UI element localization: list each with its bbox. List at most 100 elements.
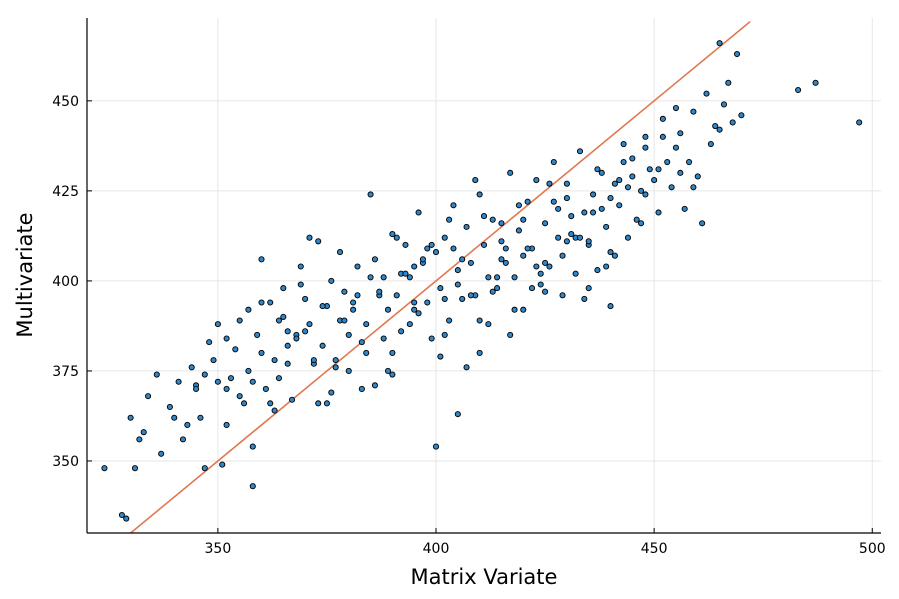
data-point [206,339,213,346]
data-point [603,223,610,230]
data-point [716,40,723,47]
data-point [432,249,440,256]
data-point [502,245,509,252]
points-layer [101,40,863,522]
x-tick-label: 400 [423,541,450,557]
data-point [563,238,570,245]
data-point [655,209,662,216]
data-point [638,220,645,227]
data-point [611,180,618,187]
data-point [446,216,453,223]
data-point [232,346,239,353]
data-point [411,306,418,313]
data-point [620,140,627,148]
data-point [528,285,536,292]
data-point [428,335,435,342]
data-point [280,313,287,320]
data-point [572,270,579,277]
data-point [393,234,400,241]
data-point [520,216,527,223]
grid [87,18,881,533]
data-point [524,245,531,252]
data-point [284,342,291,349]
data-point [406,274,413,281]
data-point [546,180,553,187]
data-point [384,306,392,313]
data-point [563,180,570,187]
data-point [288,396,296,403]
data-point [537,270,544,277]
data-point [856,119,863,126]
data-point [145,393,152,400]
data-point [542,288,549,295]
y-tick-label: 375 [52,364,79,380]
data-point [227,375,235,382]
data-point [454,411,461,418]
data-point [267,400,274,407]
data-point [681,205,688,212]
data-point [249,378,256,385]
data-point [424,299,431,306]
data-point [476,191,483,198]
data-point [118,511,125,519]
y-tick-label: 400 [52,274,79,290]
data-point [402,270,409,277]
data-point [101,465,108,472]
data-point [720,101,727,108]
data-point [297,281,304,288]
data-point [402,241,409,248]
data-point [358,385,365,392]
data-point [332,364,339,371]
data-point [594,267,601,274]
data-point [214,378,221,385]
data-point [358,339,365,346]
data-point [293,335,300,342]
data-point [432,443,440,450]
data-point [533,177,540,184]
data-point [245,367,252,374]
data-point [520,252,527,259]
data-point [271,357,278,364]
data-point [437,353,444,360]
data-point [184,421,191,429]
data-point [350,306,357,313]
data-point [738,112,745,119]
data-point [476,349,483,356]
data-point [393,292,400,299]
data-point [690,184,697,191]
x-tick-label: 450 [641,541,668,557]
data-point [498,256,505,263]
data-point [467,259,474,266]
data-point [389,231,396,238]
data-point [607,249,614,256]
data-point [646,166,653,173]
data-point [511,306,518,313]
data-point [319,303,326,310]
data-point [441,234,448,241]
data-point [559,292,566,299]
data-point [254,331,261,338]
y-axis-title: Multivariate [13,212,37,337]
data-point [219,461,226,468]
data-point [367,274,374,281]
data-point [485,321,492,328]
data-point [136,436,143,443]
data-point [620,159,627,166]
data-point [171,414,178,421]
data-point [480,213,488,220]
data-point [341,317,348,324]
data-point [624,234,632,241]
data-point [249,483,256,490]
data-point [367,191,374,198]
data-point [463,223,470,230]
data-point [598,205,605,212]
data-point [502,259,509,266]
data-point [489,288,496,295]
x-tick-label: 500 [859,541,886,557]
data-point [638,187,645,194]
y-tick-label: 350 [52,454,79,470]
data-point [398,328,405,335]
data-point [550,159,557,166]
data-point [476,317,483,324]
